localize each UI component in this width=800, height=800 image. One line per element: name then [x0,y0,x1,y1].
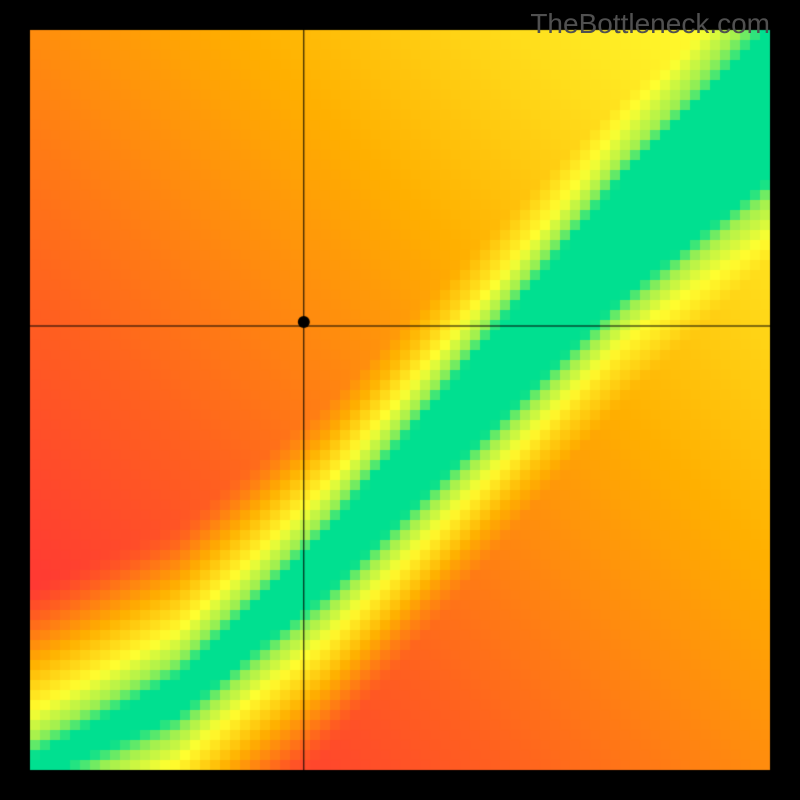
chart-container: TheBottleneck.com [0,0,800,800]
watermark-text: TheBottleneck.com [530,8,770,40]
heatmap-canvas [0,0,800,800]
